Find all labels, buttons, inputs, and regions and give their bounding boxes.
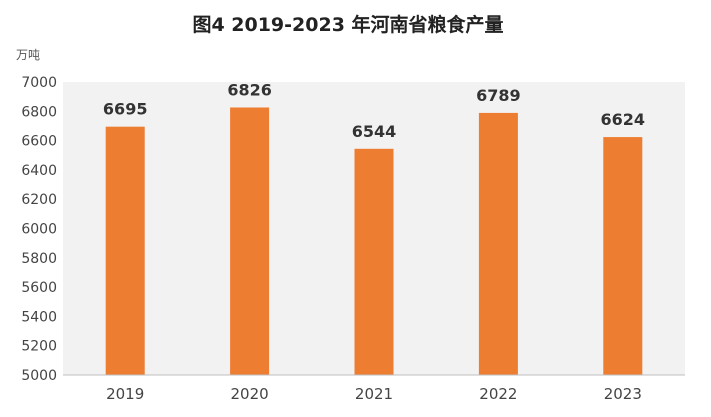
y-axis-unit-label: 万吨 [16, 48, 40, 62]
y-tick-label: 5600 [21, 280, 57, 296]
data-label-2019: 6695 [103, 100, 148, 119]
bar-2022 [478, 112, 518, 375]
data-label-2021: 6544 [352, 122, 397, 141]
y-tick-label: 6600 [21, 134, 57, 150]
bar-2021 [354, 148, 394, 375]
bar-2020 [230, 107, 270, 375]
data-label-2020: 6826 [227, 80, 272, 99]
data-label-2023: 6624 [601, 110, 646, 129]
data-label-2022: 6789 [476, 86, 521, 105]
bar-2023 [603, 137, 643, 375]
x-tick-label-2023: 2023 [604, 385, 642, 403]
y-tick-label: 6200 [21, 192, 57, 208]
y-tick-label: 5400 [21, 309, 57, 325]
x-tick-label-2022: 2022 [479, 385, 517, 403]
y-tick-label: 6400 [21, 163, 57, 179]
y-tick-label: 5800 [21, 251, 57, 267]
x-tick-label-2021: 2021 [355, 385, 393, 403]
x-tick-label-2019: 2019 [106, 385, 144, 403]
y-tick-label: 7000 [21, 75, 57, 91]
data-labels: 6695 6826 6544 6789 6624 [103, 80, 645, 140]
x-tick-label-2020: 2020 [231, 385, 269, 403]
y-tick-label: 5000 [21, 368, 57, 384]
bar-2019 [105, 126, 145, 376]
x-axis-ticks: 2019 2020 2021 2022 2023 [106, 385, 642, 403]
y-axis-ticks: 5000 5200 5400 5600 5800 6000 6200 6400 6600 6800… [21, 75, 57, 384]
y-tick-label: 5200 [21, 339, 57, 355]
bars [105, 107, 643, 376]
y-tick-label: 6000 [21, 222, 57, 238]
chart-title: 图4 2019-2023 年河南省粮食产量 [192, 13, 503, 36]
y-tick-label: 6800 [21, 104, 57, 120]
